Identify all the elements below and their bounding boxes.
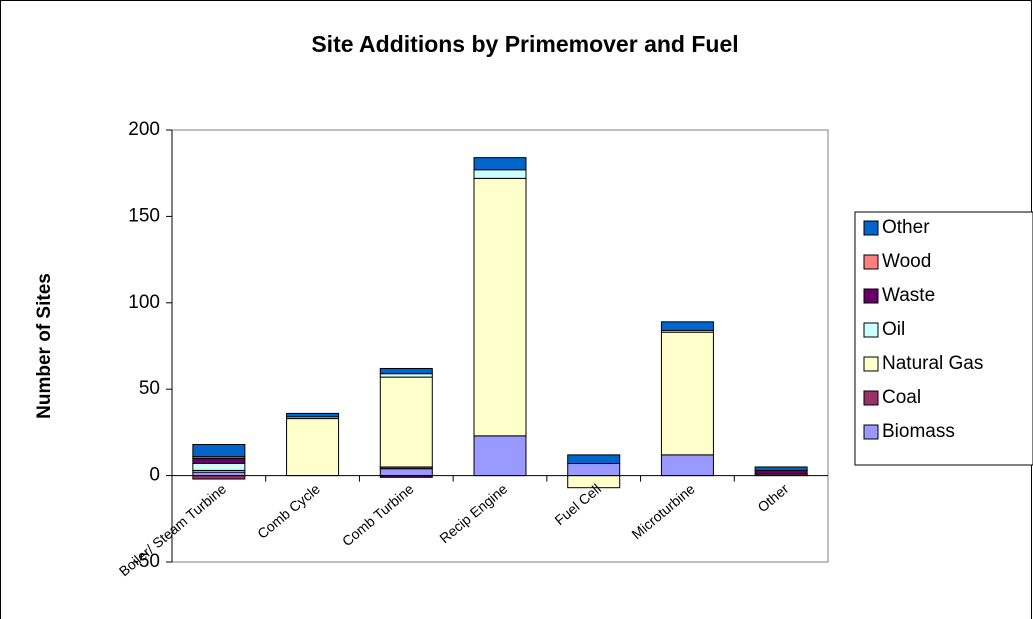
legend-swatch: [863, 390, 879, 406]
legend-label: Coal: [882, 387, 921, 408]
legend-swatch: [863, 254, 879, 270]
y-tick-label: 150: [128, 205, 160, 226]
y-tick-label: 0: [149, 465, 160, 486]
bar-segment: [379, 367, 433, 375]
legend-label: Waste: [882, 285, 935, 306]
bar-segment: [379, 468, 433, 477]
bar-segment: [473, 169, 527, 179]
chart-title: Site Additions by Primemover and Fuel: [311, 31, 738, 57]
bar-segment: [754, 469, 808, 475]
bar-segment: [660, 331, 714, 456]
bar-segment: [192, 471, 246, 477]
legend-swatch: [863, 220, 879, 236]
legend-box: [854, 211, 1033, 466]
legend-swatch: [863, 288, 879, 304]
bar-segment: [192, 443, 246, 458]
bar-segment: [192, 475, 246, 480]
legend-label: Wood: [882, 251, 931, 272]
legend-swatch: [863, 322, 879, 338]
legend-label: Other: [882, 217, 930, 238]
y-tick-label: 100: [128, 292, 160, 313]
bar-segment: [379, 376, 433, 468]
bar-segment: [567, 454, 621, 465]
bar-segment: [286, 412, 340, 418]
legend-label: Natural Gas: [882, 353, 983, 374]
legend-label: Oil: [882, 319, 905, 340]
y-tick-label: -50: [133, 551, 160, 572]
bar-segment: [286, 418, 340, 477]
legend-swatch: [863, 424, 879, 440]
bar-segment: [192, 457, 246, 465]
bar-segment: [473, 435, 527, 477]
y-tick-label: 50: [139, 378, 160, 399]
bar-segment: [473, 177, 527, 437]
bar-segment: [754, 466, 808, 471]
bar-segment: [379, 373, 433, 378]
legend-label: Biomass: [882, 421, 955, 442]
y-tick-label: 200: [128, 119, 160, 140]
bar-segment: [473, 157, 527, 171]
y-axis-label: Number of Sites: [34, 273, 55, 419]
bar-segment: [660, 321, 714, 331]
bar-segment: [192, 463, 246, 471]
bar-segment: [660, 454, 714, 477]
bar-segment: [567, 463, 621, 477]
legend-swatch: [863, 356, 879, 372]
